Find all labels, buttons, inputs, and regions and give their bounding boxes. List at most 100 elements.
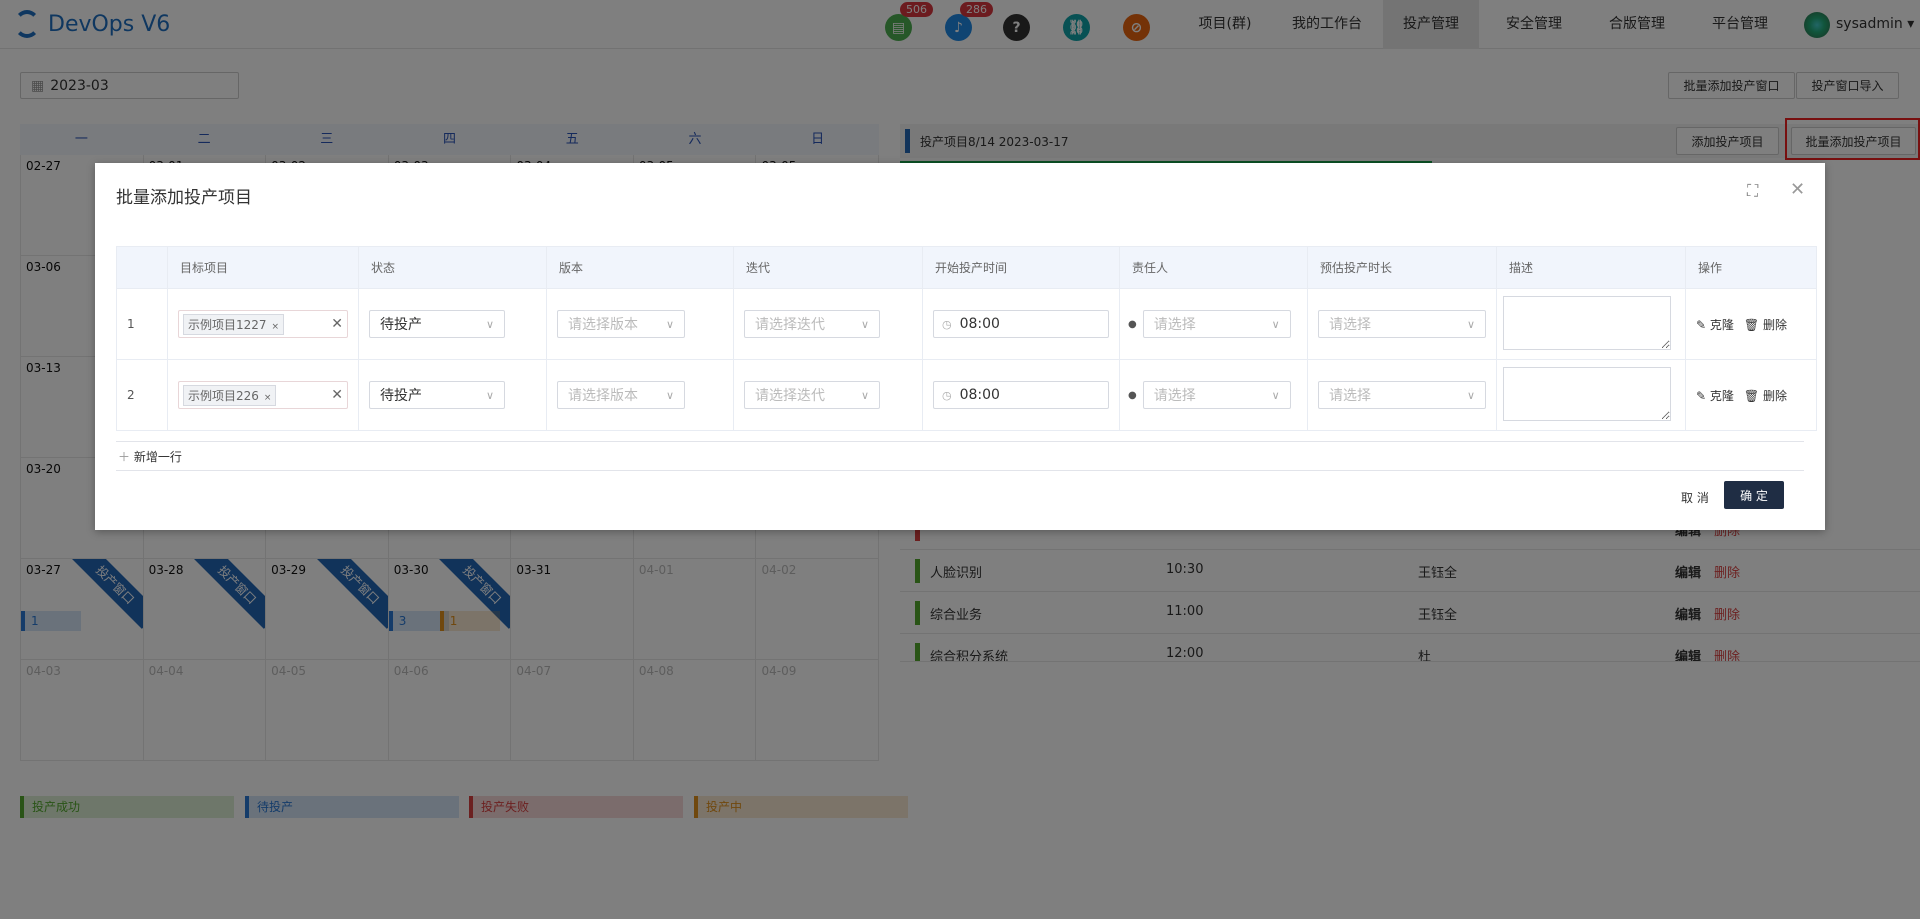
project-tag: 示例项目226 × xyxy=(183,384,277,406)
column-header: 目标项目 xyxy=(167,246,359,289)
version-select-value: 请选择版本 xyxy=(568,388,638,404)
cancel-button[interactable]: 取 消 xyxy=(1681,491,1709,505)
column-header xyxy=(116,246,168,289)
cell-owner: ● 请选择 ∨ xyxy=(1119,288,1308,360)
clear-icon[interactable]: ✕ xyxy=(331,387,343,403)
status-select-value: 待投产 xyxy=(380,317,422,333)
iteration-select-value: 请选择迭代 xyxy=(755,317,825,333)
chevron-down-icon: ∨ xyxy=(485,388,494,402)
clone-button[interactable]: ✎ 克隆 xyxy=(1696,318,1734,332)
clock-icon: ◷ xyxy=(942,388,952,402)
chevron-down-icon: ∨ xyxy=(1466,317,1475,331)
chevron-down-icon: ∨ xyxy=(1271,388,1280,402)
pencil-icon: ✎ xyxy=(1696,317,1710,332)
chevron-down-icon: ∨ xyxy=(485,317,494,331)
cell-actions: ✎ 克隆 🗑 删除 xyxy=(1685,359,1817,431)
cell-description xyxy=(1496,359,1686,431)
chevron-down-icon: ∨ xyxy=(860,388,869,402)
user-icon: ● xyxy=(1128,318,1137,330)
tag-remove-icon[interactable]: × xyxy=(263,392,272,403)
cell-duration: 请选择 ∨ xyxy=(1307,288,1497,360)
column-header: 状态 xyxy=(358,246,547,289)
column-header: 责任人 xyxy=(1119,246,1308,289)
chevron-down-icon: ∨ xyxy=(665,317,674,331)
column-header: 开始投产时间 xyxy=(922,246,1120,289)
delete-label: 删除 xyxy=(1762,317,1787,332)
batch-add-dialog: 批量添加投产项目 ⛶ ✕ 目标项目 状态 版本 迭代 开始投产时间 责任人 预估投产时长 描述… xyxy=(95,163,1825,530)
owner-select[interactable]: 请选择 ∨ xyxy=(1142,310,1291,338)
cell-iteration: 请选择迭代 ∨ xyxy=(733,359,923,431)
column-header: 操作 xyxy=(1685,246,1817,289)
time-value: 08:00 xyxy=(959,387,1000,403)
cell-time: ◷ 08:00 xyxy=(922,359,1120,431)
delete-button[interactable]: 🗑 删除 xyxy=(1744,389,1787,403)
iteration-select-value: 请选择迭代 xyxy=(755,388,825,404)
time-value: 08:00 xyxy=(959,316,1000,332)
owner-wrap: ● 请选择 ∨ xyxy=(1128,381,1297,409)
plus-icon: ＋ xyxy=(118,450,131,464)
cell-status: 待投产 ∨ xyxy=(358,288,547,360)
fullscreen-icon[interactable]: ⛶ xyxy=(1747,181,1759,200)
cell-description xyxy=(1496,288,1686,360)
add-row-label: 新增一行 xyxy=(133,450,182,464)
table-row: 2 示例项目226 × ✕ 待投产 ∨ 请选择版本 ∨ 请选择迭代 ∨ ◷ 08:00 ● 请选择 ∨ 请选择… xyxy=(116,359,1817,431)
close-icon[interactable]: ✕ xyxy=(1790,179,1806,200)
description-input[interactable] xyxy=(1503,295,1671,350)
cell-duration: 请选择 ∨ xyxy=(1307,359,1497,431)
trash-icon: 🗑 xyxy=(1743,388,1763,403)
pencil-icon: ✎ xyxy=(1696,388,1710,403)
duration-select[interactable]: 请选择 ∨ xyxy=(1318,381,1486,409)
delete-button[interactable]: 🗑 删除 xyxy=(1744,318,1787,332)
version-select-value: 请选择版本 xyxy=(568,317,638,333)
add-row-button[interactable]: ＋ 新增一行 xyxy=(118,448,182,465)
column-header: 版本 xyxy=(546,246,734,289)
version-select[interactable]: 请选择版本 ∨ xyxy=(557,381,685,409)
duration-select-value: 请选择 xyxy=(1329,388,1371,404)
owner-wrap: ● 请选择 ∨ xyxy=(1128,310,1297,338)
cell-project: 示例项目1227 × ✕ xyxy=(167,288,359,360)
chevron-down-icon: ∨ xyxy=(1271,317,1280,331)
chevron-down-icon: ∨ xyxy=(1466,388,1475,402)
cell-time: ◷ 08:00 xyxy=(922,288,1120,360)
description-input[interactable] xyxy=(1503,366,1671,421)
owner-select-value: 请选择 xyxy=(1153,317,1196,333)
cell-owner: ● 请选择 ∨ xyxy=(1119,359,1308,431)
iteration-select[interactable]: 请选择迭代 ∨ xyxy=(744,310,880,338)
tag-remove-icon[interactable]: × xyxy=(271,321,280,332)
status-select[interactable]: 待投产 ∨ xyxy=(369,310,505,338)
version-select[interactable]: 请选择版本 ∨ xyxy=(557,310,685,338)
status-select[interactable]: 待投产 ∨ xyxy=(369,381,505,409)
time-picker[interactable]: ◷ 08:00 xyxy=(933,310,1109,338)
column-header: 描述 xyxy=(1496,246,1686,289)
project-select[interactable]: 示例项目1227 × ✕ xyxy=(178,310,348,338)
delete-label: 删除 xyxy=(1762,388,1787,403)
clone-label: 克隆 xyxy=(1709,317,1734,332)
column-header: 迭代 xyxy=(733,246,923,289)
dialog-title: 批量添加投产项目 xyxy=(116,188,252,208)
project-tag: 示例项目1227 × xyxy=(183,313,285,335)
cell-version: 请选择版本 ∨ xyxy=(546,359,734,431)
confirm-button[interactable]: 确 定 xyxy=(1724,481,1784,509)
clear-icon[interactable]: ✕ xyxy=(331,316,343,332)
row-index: 2 xyxy=(116,359,168,431)
cell-version: 请选择版本 ∨ xyxy=(546,288,734,360)
chevron-down-icon: ∨ xyxy=(860,317,869,331)
batch-table: 目标项目 状态 版本 迭代 开始投产时间 责任人 预估投产时长 描述 操作 1 示例项目1227 × ✕… xyxy=(116,246,1817,431)
project-select[interactable]: 示例项目226 × ✕ xyxy=(178,381,348,409)
cell-project: 示例项目226 × ✕ xyxy=(167,359,359,431)
chevron-down-icon: ∨ xyxy=(665,388,674,402)
duration-select[interactable]: 请选择 ∨ xyxy=(1318,310,1486,338)
time-picker[interactable]: ◷ 08:00 xyxy=(933,381,1109,409)
duration-select-value: 请选择 xyxy=(1329,317,1371,333)
user-icon: ● xyxy=(1128,389,1137,401)
cell-iteration: 请选择迭代 ∨ xyxy=(733,288,923,360)
tag-label: 示例项目226 xyxy=(188,388,259,403)
iteration-select[interactable]: 请选择迭代 ∨ xyxy=(744,381,880,409)
trash-icon: 🗑 xyxy=(1743,317,1763,332)
owner-select[interactable]: 请选择 ∨ xyxy=(1142,381,1291,409)
owner-select-value: 请选择 xyxy=(1153,388,1196,404)
row-index: 1 xyxy=(116,288,168,360)
clone-button[interactable]: ✎ 克隆 xyxy=(1696,389,1734,403)
status-select-value: 待投产 xyxy=(380,388,422,404)
column-header: 预估投产时长 xyxy=(1307,246,1497,289)
